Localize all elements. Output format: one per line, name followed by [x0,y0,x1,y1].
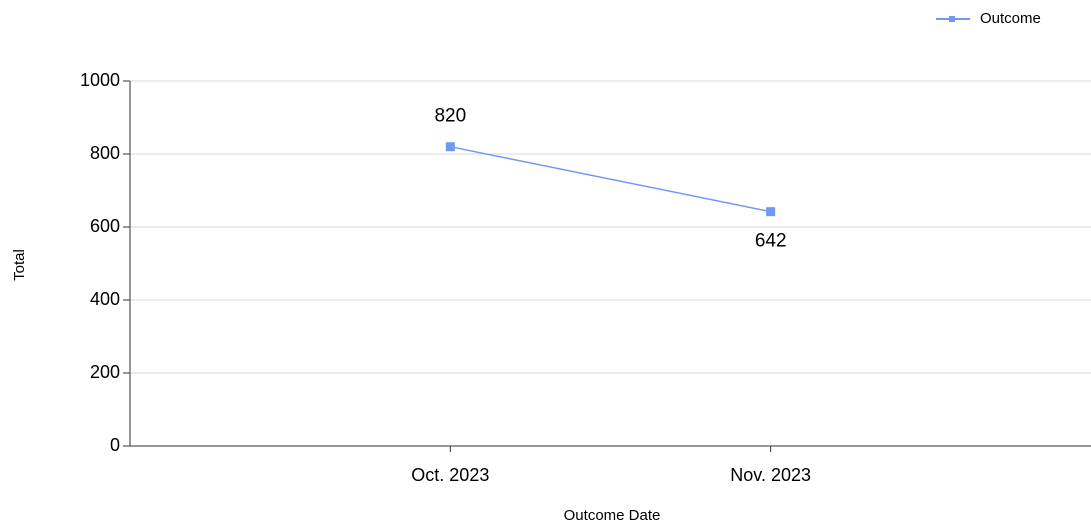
y-tick-label: 0 [110,435,120,455]
x-axis-title: Outcome Date [564,507,661,524]
x-tick-label: Nov. 2023 [730,465,811,485]
series-line [450,145,771,213]
data-label: 820 [434,106,466,127]
y-tick-label: 600 [90,216,120,236]
x-tick-label: Oct. 2023 [411,465,489,485]
y-tick-label: 800 [90,143,120,163]
legend-label: Outcome [980,10,1041,27]
marker [766,207,776,217]
legend-marker [949,16,955,22]
y-axis-title: Total [11,249,28,281]
marker [445,142,455,152]
y-tick-label: 1000 [80,70,120,90]
y-tick-label: 200 [90,362,120,382]
data-label: 642 [755,231,787,252]
y-tick-label: 400 [90,289,120,309]
